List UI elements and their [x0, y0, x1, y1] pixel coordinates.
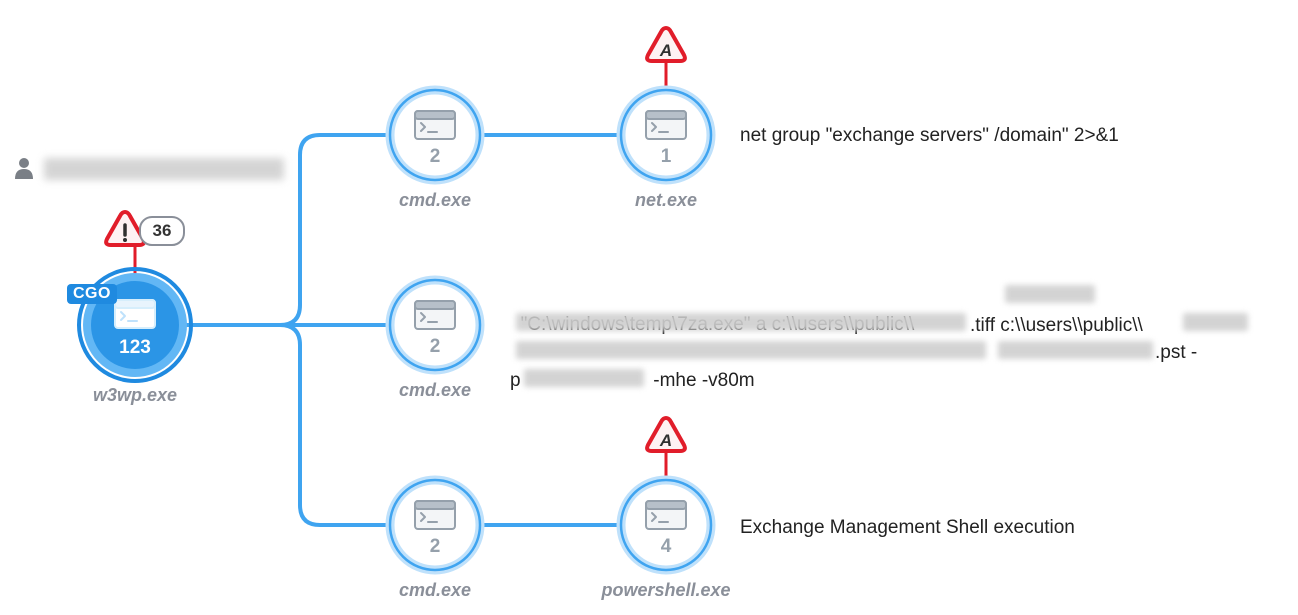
console-icon: [646, 501, 686, 529]
node-count: 2: [430, 336, 441, 357]
console-icon: [646, 111, 686, 139]
redacted: [998, 341, 1153, 359]
console-icon: [415, 111, 455, 139]
node-label-root: w3wp.exe: [93, 385, 177, 406]
redacted-user: [44, 158, 284, 180]
redacted: [516, 313, 966, 331]
annotation-row2-line2b: .tiff c:\\users\\public\\: [970, 312, 1143, 340]
node-count: 4: [661, 536, 672, 557]
node-powershell[interactable]: 4: [621, 480, 711, 570]
console-icon: [115, 300, 155, 328]
node-count: 2: [430, 536, 441, 557]
svg-text:A: A: [659, 41, 672, 60]
node-label-cmd2: cmd.exe: [399, 380, 471, 401]
node-label-net: net.exe: [635, 190, 697, 211]
node-count: 1: [661, 146, 672, 167]
edge-root-cmd3: [185, 325, 390, 525]
node-label-cmd3: cmd.exe: [399, 580, 471, 601]
node-count: 2: [430, 146, 441, 167]
console-icon: [415, 301, 455, 329]
node-cmd-3[interactable]: 2: [390, 480, 480, 570]
console-icon: [415, 501, 455, 529]
annotation-row2-line3: .pst -: [1155, 339, 1197, 367]
annotation-row2-line4b: -mhe -v80m: [648, 367, 755, 395]
node-cmd-2[interactable]: 2: [390, 280, 480, 370]
node-cmd-1[interactable]: 2: [390, 90, 480, 180]
annotation-row1: net group "exchange servers" /domain" 2>…: [740, 122, 1119, 150]
node-count: 123: [119, 337, 151, 358]
node-label-ps: powershell.exe: [601, 580, 730, 601]
annotation-row3: Exchange Management Shell execution: [740, 514, 1075, 542]
svg-text:A: A: [659, 431, 672, 450]
redacted: [1005, 285, 1095, 303]
badge-cgo: CGO: [67, 284, 117, 304]
user-icon: [15, 158, 33, 179]
node-net[interactable]: 1: [621, 90, 711, 180]
redacted: [1183, 313, 1248, 331]
alert-icon-net: A: [647, 28, 685, 61]
redacted: [516, 341, 986, 359]
alert-count-value: 36: [139, 216, 185, 246]
redacted: [524, 369, 644, 387]
alert-icon-ps: A: [647, 418, 685, 451]
alert-count-root: 36: [143, 216, 185, 246]
annotation-row2-line4a: p: [510, 367, 521, 395]
node-label-cmd1: cmd.exe: [399, 190, 471, 211]
